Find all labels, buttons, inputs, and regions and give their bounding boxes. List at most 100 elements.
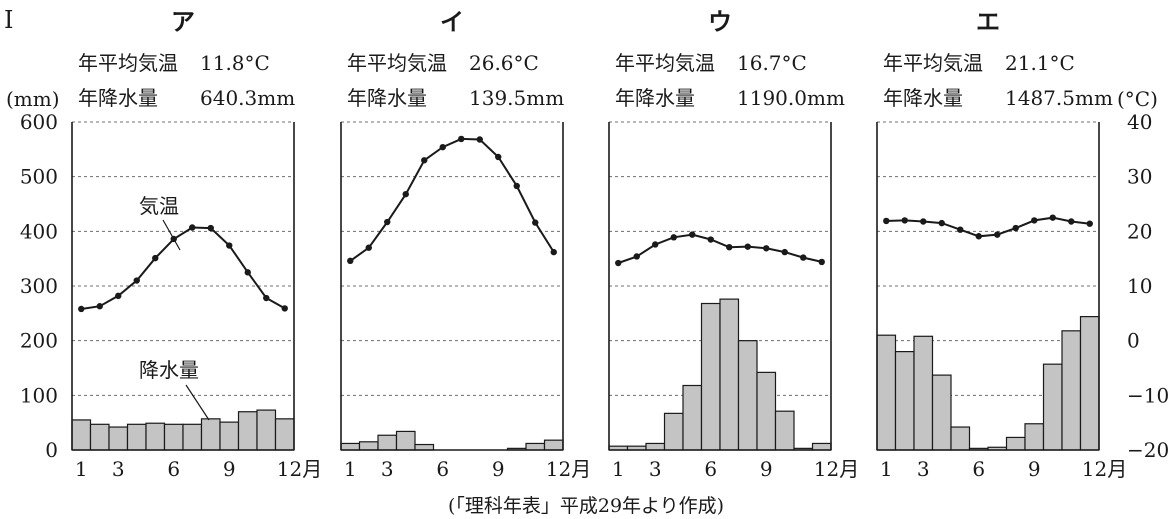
x-tick-label: 9 (1028, 457, 1041, 481)
stat-value: 11.8°C (200, 51, 270, 75)
x-tick-label: 6 (972, 457, 985, 481)
precip-bar (1081, 317, 1100, 450)
temperature-point (152, 255, 158, 261)
precip-bar (720, 299, 739, 450)
precip-tick-label: 300 (20, 274, 58, 298)
temperature-point (495, 154, 501, 160)
precip-bar (397, 431, 416, 450)
temperature-point (226, 242, 232, 248)
temperature-point (134, 277, 140, 283)
precip-bar (128, 424, 147, 450)
precip-bar (1007, 437, 1026, 450)
unit-left-label: (mm) (6, 87, 60, 111)
precip-bar (933, 375, 952, 450)
source-note: (「理科年表」平成29年より作成) (448, 495, 724, 517)
precip-bar (776, 411, 795, 450)
precip-bar (257, 410, 276, 450)
precip-bar (378, 435, 397, 450)
temp-tick-label: 40 (1127, 110, 1152, 134)
temp-tick-label: 10 (1127, 274, 1152, 298)
stat-label: 年降水量 (78, 86, 158, 110)
temperature-point (245, 269, 251, 275)
x-tick-label: 1 (344, 457, 357, 481)
temperature-point (819, 259, 825, 265)
precip-bar (739, 341, 758, 450)
temperature-point (551, 249, 557, 255)
panel-title: エ (976, 8, 1000, 36)
temperature-point (78, 306, 84, 312)
temperature-point (976, 233, 982, 239)
temperature-point (514, 183, 520, 189)
temperature-point (902, 217, 908, 223)
precip-bar (146, 423, 165, 450)
panel-title: イ (440, 8, 464, 36)
stat-label: 年降水量 (615, 86, 695, 110)
temperature-point (189, 224, 195, 230)
x-tick-label: 1 (612, 457, 625, 481)
precip-bar (665, 413, 684, 450)
precip-bar (702, 303, 721, 450)
stat-label: 年平均気温 (78, 51, 178, 75)
unit-right-label: (°C) (1117, 87, 1158, 111)
precip-bar (951, 427, 970, 450)
precip-bar (1044, 364, 1063, 450)
temperature-point (263, 295, 269, 301)
temperature-series-label: 気温 (139, 194, 179, 218)
temp-tick-label: −20 (1127, 438, 1169, 462)
precip-tick-label: 400 (20, 219, 58, 243)
precip-bar (415, 445, 434, 450)
temperature-point (1050, 214, 1056, 220)
stat-value: 26.6°C (469, 51, 539, 75)
x-tick-label: 12月 (546, 457, 591, 481)
temperature-point (994, 231, 1000, 237)
precip-bar (276, 419, 295, 450)
stat-label: 年平均気温 (615, 51, 715, 75)
temperature-point (115, 293, 121, 299)
precip-bar (914, 336, 933, 450)
x-tick-label: 3 (649, 457, 662, 481)
temperature-line (886, 218, 1090, 237)
precip-bar (877, 335, 896, 450)
temperature-point (403, 191, 409, 197)
temperature-point (1031, 217, 1037, 223)
temperature-axis: 40 30 20 10 0 −10 −20 (1127, 110, 1169, 462)
x-tick-label: 1 (880, 457, 893, 481)
precip-bar (813, 443, 832, 450)
x-tick-label: 6 (704, 457, 717, 481)
precip-bar (1062, 331, 1081, 450)
temp-tick-label: 30 (1127, 165, 1152, 189)
precip-bar (360, 442, 379, 450)
temperature-line (81, 228, 284, 310)
panel-title: ア (171, 8, 195, 36)
precip-bar (646, 443, 665, 450)
precip-bar (202, 419, 221, 450)
temperature-line (618, 235, 822, 263)
stat-label: 年平均気温 (347, 51, 447, 75)
stat-value: 21.1°C (1005, 51, 1075, 75)
stat-value: 1190.0mm (737, 86, 845, 110)
x-tick-label: 6 (167, 457, 180, 481)
precip-bar (183, 424, 202, 450)
temperature-point (208, 225, 214, 231)
temp-tick-label: −10 (1127, 383, 1169, 407)
precipitation-axis: 0 100 200 300 400 500 600 (20, 110, 58, 462)
temperature-point (763, 245, 769, 251)
temperature-point (652, 241, 658, 247)
precip-tick-label: 200 (20, 329, 58, 353)
x-tick-label: 1 (75, 457, 88, 481)
temperature-point (883, 218, 889, 224)
stat-label: 年平均気温 (883, 51, 983, 75)
temperature-point (97, 303, 103, 309)
temp-tick-label: 20 (1127, 219, 1152, 243)
precip-bar (896, 352, 915, 450)
precip-bar (72, 420, 91, 450)
precipitation-callout-line (186, 385, 209, 420)
temperature-point (782, 249, 788, 255)
temperature-point (384, 219, 390, 225)
temperature-point (745, 243, 751, 249)
x-tick-label: 12月 (1082, 457, 1127, 481)
